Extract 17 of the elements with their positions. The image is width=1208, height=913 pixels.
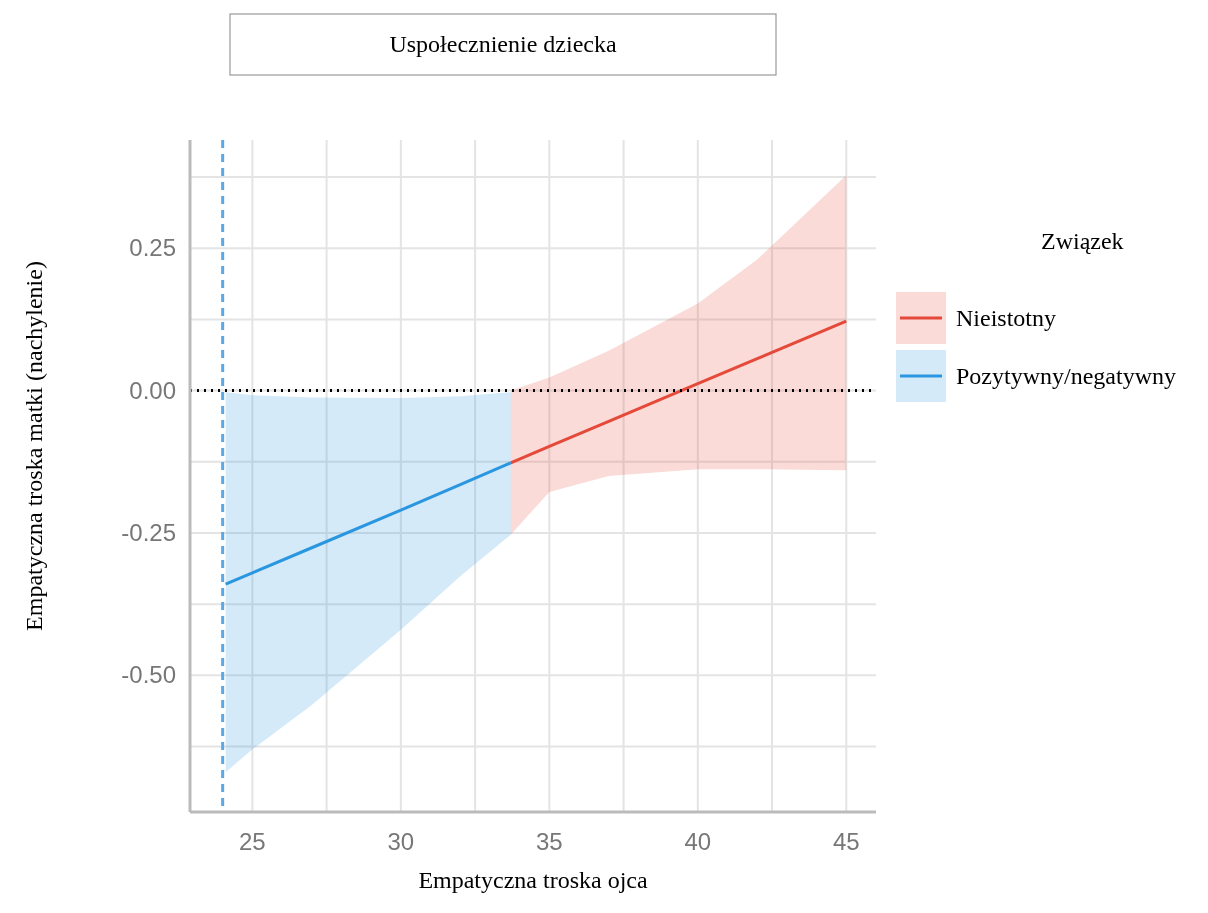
y-tick-label: -0.25 xyxy=(121,518,176,546)
x-axis-title: Empatyczna troska ojca xyxy=(418,867,648,893)
x-tick-label: 45 xyxy=(832,828,860,855)
chart-title: Uspołecznienie dziecka xyxy=(389,31,617,57)
x-tick-label: 30 xyxy=(387,828,415,855)
y-axis-title: Empatyczna troska matki (nachylenie) xyxy=(21,261,47,631)
line-series xyxy=(224,461,513,586)
legend-title: Związek xyxy=(1041,228,1124,254)
y-tick-label: 0.25 xyxy=(129,234,176,262)
legend-label: Pozytywny/negatywny xyxy=(956,363,1176,389)
legend-label: Nieistotny xyxy=(956,305,1056,331)
line-series xyxy=(509,319,848,465)
y-tick-label: 0.00 xyxy=(129,376,176,404)
x-tick-label: 35 xyxy=(535,828,563,855)
x-tick-label: 25 xyxy=(239,828,266,855)
x-tick-label: 40 xyxy=(684,828,712,855)
y-tick-label: -0.50 xyxy=(121,661,176,689)
